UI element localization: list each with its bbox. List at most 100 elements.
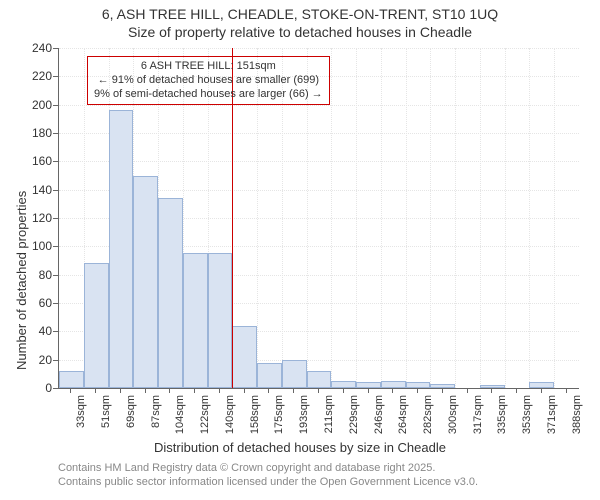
y-tick-mark bbox=[53, 161, 58, 162]
histogram-bar bbox=[59, 371, 84, 388]
histogram-bar bbox=[183, 253, 208, 388]
gridline-v bbox=[529, 48, 530, 388]
x-tick-label: 282sqm bbox=[422, 395, 434, 445]
y-tick-mark bbox=[53, 48, 58, 49]
y-tick-label: 240 bbox=[22, 41, 52, 55]
histogram-bar bbox=[109, 110, 134, 388]
x-tick-label: 158sqm bbox=[249, 395, 261, 445]
x-tick-mark bbox=[194, 388, 195, 393]
histogram-bar bbox=[257, 363, 282, 389]
histogram-bar bbox=[282, 360, 307, 388]
x-tick-mark bbox=[516, 388, 517, 393]
histogram-bar bbox=[158, 198, 183, 388]
x-tick-mark bbox=[566, 388, 567, 393]
y-tick-mark bbox=[53, 133, 58, 134]
gridline-v bbox=[554, 48, 555, 388]
y-tick-label: 100 bbox=[22, 239, 52, 253]
x-tick-label: 300sqm bbox=[447, 395, 459, 445]
gridline-v bbox=[331, 48, 332, 388]
x-tick-label: 353sqm bbox=[521, 395, 533, 445]
x-tick-label: 69sqm bbox=[125, 395, 137, 445]
annotation-box: 6 ASH TREE HILL: 151sqm← 91% of detached… bbox=[87, 56, 330, 105]
histogram-bar bbox=[356, 382, 381, 388]
chart-container: 6, ASH TREE HILL, CHEADLE, STOKE-ON-TREN… bbox=[0, 0, 600, 500]
y-tick-label: 60 bbox=[22, 296, 52, 310]
y-tick-label: 40 bbox=[22, 324, 52, 338]
y-tick-label: 160 bbox=[22, 154, 52, 168]
histogram-bar bbox=[208, 253, 233, 388]
y-tick-mark bbox=[53, 303, 58, 304]
footnote-line1: Contains HM Land Registry data © Crown c… bbox=[58, 462, 435, 474]
annotation-line: 9% of semi-detached houses are larger (6… bbox=[94, 88, 323, 102]
gridline-v bbox=[505, 48, 506, 388]
x-tick-label: 335sqm bbox=[496, 395, 508, 445]
histogram-bar bbox=[529, 382, 554, 388]
x-tick-label: 193sqm bbox=[298, 395, 310, 445]
x-tick-label: 211sqm bbox=[323, 395, 335, 445]
y-tick-mark bbox=[53, 218, 58, 219]
x-tick-mark bbox=[467, 388, 468, 393]
x-tick-mark bbox=[219, 388, 220, 393]
x-tick-mark bbox=[318, 388, 319, 393]
x-tick-label: 317sqm bbox=[472, 395, 484, 445]
x-tick-mark bbox=[120, 388, 121, 393]
histogram-bar bbox=[381, 381, 406, 388]
y-tick-mark bbox=[53, 246, 58, 247]
x-tick-mark bbox=[293, 388, 294, 393]
gridline-h bbox=[59, 161, 579, 162]
annotation-line: ← 91% of detached houses are smaller (69… bbox=[94, 74, 323, 88]
footnote-line2: Contains public sector information licen… bbox=[58, 476, 478, 488]
chart-title-line1: 6, ASH TREE HILL, CHEADLE, STOKE-ON-TREN… bbox=[0, 6, 600, 22]
gridline-v bbox=[430, 48, 431, 388]
histogram-bar bbox=[331, 381, 356, 388]
y-tick-label: 80 bbox=[22, 268, 52, 282]
histogram-bar bbox=[133, 176, 158, 389]
histogram-bar bbox=[307, 371, 332, 388]
gridline-v bbox=[480, 48, 481, 388]
x-tick-mark bbox=[268, 388, 269, 393]
y-tick-label: 20 bbox=[22, 353, 52, 367]
histogram-bar bbox=[232, 326, 257, 388]
x-tick-mark bbox=[343, 388, 344, 393]
annotation-line: 6 ASH TREE HILL: 151sqm bbox=[94, 60, 323, 74]
x-tick-label: 140sqm bbox=[224, 395, 236, 445]
y-tick-label: 200 bbox=[22, 98, 52, 112]
x-tick-label: 229sqm bbox=[348, 395, 360, 445]
x-tick-label: 87sqm bbox=[150, 395, 162, 445]
x-tick-label: 122sqm bbox=[199, 395, 211, 445]
x-tick-mark bbox=[145, 388, 146, 393]
y-tick-label: 120 bbox=[22, 211, 52, 225]
x-tick-mark bbox=[417, 388, 418, 393]
histogram-bar bbox=[84, 263, 109, 388]
y-tick-label: 0 bbox=[22, 381, 52, 395]
y-tick-label: 220 bbox=[22, 69, 52, 83]
y-tick-mark bbox=[53, 105, 58, 106]
histogram-bar bbox=[430, 384, 455, 388]
y-tick-mark bbox=[53, 360, 58, 361]
chart-title-line2: Size of property relative to detached ho… bbox=[0, 24, 600, 40]
x-tick-mark bbox=[392, 388, 393, 393]
x-tick-label: 246sqm bbox=[373, 395, 385, 445]
y-tick-mark bbox=[53, 76, 58, 77]
x-tick-mark bbox=[368, 388, 369, 393]
gridline-v bbox=[381, 48, 382, 388]
gridline-v bbox=[356, 48, 357, 388]
x-tick-label: 371sqm bbox=[546, 395, 558, 445]
x-tick-label: 388sqm bbox=[571, 395, 583, 445]
gridline-v bbox=[455, 48, 456, 388]
x-tick-mark bbox=[244, 388, 245, 393]
x-tick-mark bbox=[95, 388, 96, 393]
x-tick-mark bbox=[541, 388, 542, 393]
x-tick-mark bbox=[70, 388, 71, 393]
gridline-v bbox=[406, 48, 407, 388]
y-tick-mark bbox=[53, 275, 58, 276]
x-tick-label: 104sqm bbox=[174, 395, 186, 445]
x-tick-label: 33sqm bbox=[75, 395, 87, 445]
x-tick-mark bbox=[169, 388, 170, 393]
y-tick-mark bbox=[53, 190, 58, 191]
x-tick-mark bbox=[491, 388, 492, 393]
plot-area: 6 ASH TREE HILL: 151sqm← 91% of detached… bbox=[58, 48, 579, 389]
x-tick-label: 175sqm bbox=[273, 395, 285, 445]
y-tick-label: 140 bbox=[22, 183, 52, 197]
x-tick-label: 51sqm bbox=[100, 395, 112, 445]
